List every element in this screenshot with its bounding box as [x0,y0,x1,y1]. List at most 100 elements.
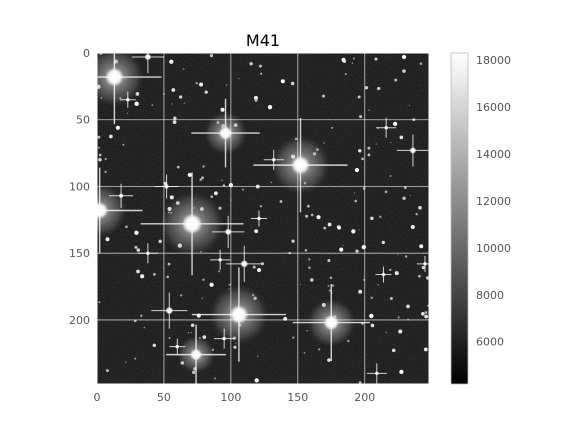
colorbar-tick-label: 10000 [476,242,511,255]
faint-star [254,378,259,383]
faint-star [279,200,283,203]
bright-star [250,210,268,227]
faint-star [398,329,403,334]
x-axis: 0 50 100 150 200 [94,391,376,404]
star-core [217,257,223,263]
faint-star [377,86,381,91]
faint-star [291,239,295,243]
faint-star [425,276,429,280]
colorbar-ticks: 6000 8000 10000 12000 14000 16000 18000 [476,54,511,349]
faint-star [195,82,198,85]
faint-star [109,134,113,139]
faint-star [351,229,356,234]
faint-star [397,316,400,319]
star-core [323,314,339,331]
colorbar: 6000 8000 10000 12000 14000 16000 18000 [450,52,511,385]
faint-star [384,190,388,194]
faint-star [180,294,183,297]
y-tick-label: 50 [76,114,90,127]
faint-star [310,213,314,217]
faint-star [213,191,218,196]
faint-star [391,348,396,353]
faint-star [97,135,101,139]
faint-star [305,214,309,218]
faint-star [370,323,375,328]
faint-star [259,205,263,208]
faint-star [358,148,362,153]
faint-star [225,84,228,86]
faint-star [105,237,110,242]
faint-star [379,215,382,218]
faint-star [410,224,415,229]
star-core [422,261,428,267]
faint-star [377,283,379,286]
faint-star [169,59,174,64]
faint-star [176,165,180,169]
faint-star [258,64,262,68]
faint-star [292,336,295,339]
colorbar-tick-label: 8000 [476,289,504,302]
faint-star [172,120,177,125]
bright-star [97,53,162,125]
faint-star [390,141,392,144]
faint-star [409,194,412,197]
faint-star [341,57,346,62]
faint-star [190,323,195,327]
faint-star [374,57,378,61]
faint-star [98,301,101,304]
faint-star [199,82,204,87]
faint-star [328,289,331,292]
faint-star [122,143,125,146]
faint-star [254,229,259,234]
star-core [383,125,389,130]
faint-star [389,268,392,272]
faint-star [178,95,183,99]
faint-star [228,283,231,286]
faint-star [415,212,418,216]
faint-star [220,107,225,112]
faint-star [370,216,374,221]
faint-star [308,266,311,270]
star-core [221,336,227,341]
faint-star [389,297,393,300]
star-core [256,216,262,221]
grid-lines [97,53,429,384]
faint-star [115,125,120,130]
faint-star [364,86,369,90]
faint-star [254,98,258,102]
faint-star [361,244,366,250]
faint-star [256,355,259,357]
faint-star [261,262,265,266]
star-core [97,201,109,220]
faint-star [126,112,129,114]
faint-star [171,88,176,92]
faint-star [401,54,407,60]
faint-star [153,272,156,276]
star-core [291,155,310,175]
faint-star [353,192,356,194]
bright-star [119,91,136,108]
star-core [224,228,232,236]
faint-star [105,369,109,373]
faint-star [404,255,408,258]
bright-star [166,324,227,384]
bright-star [376,117,397,138]
star-core [125,97,130,102]
faint-star [209,282,214,287]
faint-star [201,176,204,180]
faint-star [331,126,334,129]
y-tick-label: 100 [69,180,90,193]
bright-star [151,292,188,329]
faint-star [354,199,358,203]
faint-star [342,244,344,246]
star-core [165,306,174,315]
faint-star [253,95,258,100]
faint-star [166,275,170,279]
faint-star [397,254,399,256]
faint-star [151,104,154,107]
faint-star [355,249,359,253]
faint-star [238,77,240,80]
faint-star [327,222,332,227]
faint-star [134,230,139,235]
